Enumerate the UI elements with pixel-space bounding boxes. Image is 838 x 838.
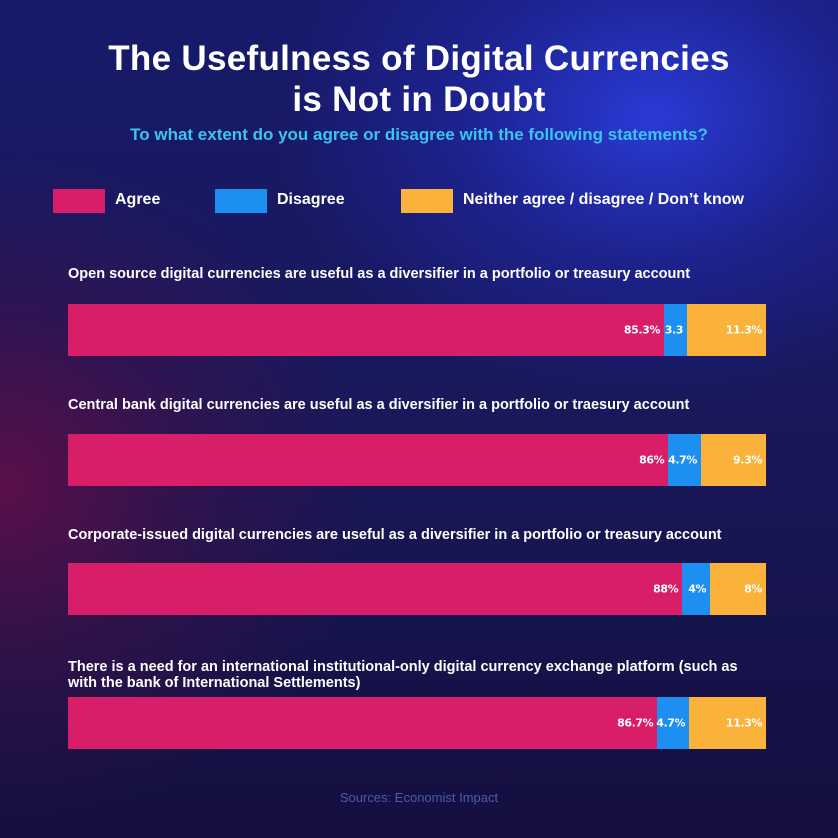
stacked-bar-4: 86.7% 4.7% 11.3% [68,697,766,749]
bar-segment-agree: 86% [68,434,669,486]
data-label-agree: 88% [653,582,679,596]
legend-swatch-agree [53,189,105,213]
stacked-bar-1: 85.3% 3.3 11.3% [68,304,766,356]
data-label-neither: 9.3% [733,453,762,467]
data-label-disagree: 4% [688,582,707,596]
data-label-agree: 86.7% [617,716,654,730]
legend-label-agree: Agree [115,191,161,208]
bar-segment-neither: 8% [710,563,766,615]
question-label-2: Central bank digital currencies are usef… [68,397,690,413]
stacked-bar-3: 88% 4% 8% [68,563,766,615]
question-label-3: Corporate-issued digital currencies are … [68,527,722,543]
source-note: Sources: Economist Impact [339,790,499,805]
data-label-agree: 85.3% [623,323,661,337]
legend-swatch-disagree [215,189,267,213]
bar-segment-disagree: 4% [682,563,711,615]
data-label-neither: 11.3% [725,323,763,337]
bar-segment-neither: 9.3% [701,434,766,486]
chart-title-line-2: is Not in Doubt [292,80,546,119]
bar-segment-agree: 86.7% [68,697,658,749]
chart-title: The Usefulness of Digital Currencies is … [0,38,838,120]
data-label-disagree: 3.3 [664,323,684,337]
bar-segment-disagree: 4.7% [656,697,690,749]
question-label-1: Open source digital currencies are usefu… [68,266,691,282]
chart-title-line-1: The Usefulness of Digital Currencies [108,39,730,78]
legend-label-disagree: Disagree [277,191,345,208]
data-label-neither: 8% [744,582,762,596]
bar-segment-disagree: 4.7% [668,434,702,486]
bar-segment-neither: 11.3% [689,697,766,749]
bar-segment-neither: 11.3% [687,304,766,356]
legend-label-neither: Neither agree / disagree / Don’t know [463,191,744,208]
stacked-bar-2: 86% 4.7% 9.3% [68,434,766,486]
data-label-agree: 86% [639,453,665,467]
bar-segment-agree: 85.3% [68,304,664,356]
question-label-4: There is a need for an international ins… [68,659,738,691]
data-label-disagree: 4.7% [668,453,698,467]
legend-swatch-neither [401,189,453,213]
bar-segment-disagree: 3.3 [663,304,688,356]
data-label-disagree: 4.7% [656,716,686,730]
bar-segment-agree: 88% [68,563,683,615]
chart-subtitle: To what extent do you agree or disagree … [130,125,708,144]
data-label-neither: 11.3% [725,716,763,730]
